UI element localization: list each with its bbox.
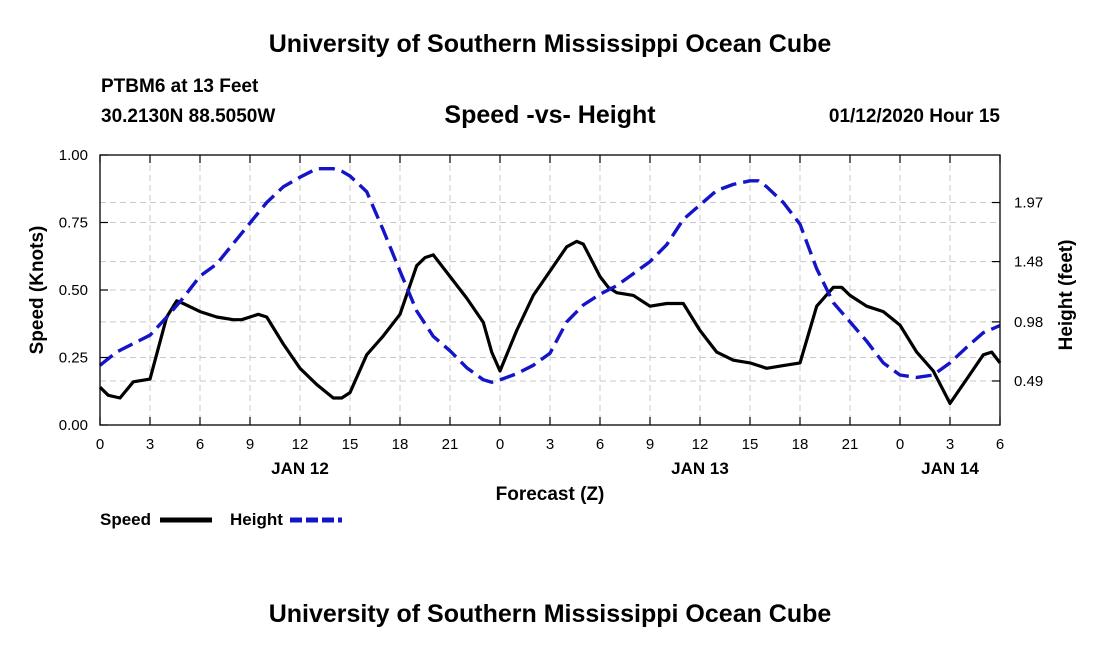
y-tick-label: 1.00 [59,147,88,164]
y2-tick-label: 1.48 [1014,254,1043,271]
x-tick-label: 18 [792,436,809,453]
y-tick-label: 0.25 [59,350,88,367]
y-axis-title: Speed (Knots) [27,226,48,355]
y2-tick-label: 1.97 [1014,195,1043,212]
series-line-height [98,166,1001,384]
y-tick-label: 0.50 [59,282,88,299]
x-tick-label: 12 [292,436,309,453]
x-tick-label: 3 [546,436,554,453]
y2-tick-label: 0.49 [1014,373,1043,390]
legend-label-height: Height [230,510,283,529]
y2-tick-label: 0.98 [1014,314,1043,331]
y-tick-label: 0.75 [59,215,88,232]
date-label: JAN 13 [671,459,729,478]
page-title: University of Southern Mississippi Ocean… [268,30,832,58]
x-tick-label: 0 [896,436,904,453]
series-line-speed [98,239,1002,405]
y-tick-label: 0.00 [59,417,88,434]
forecast-date-label: 01/12/2020 Hour 15 [828,106,1000,127]
date-label: JAN 12 [271,459,329,478]
x-tick-label: 6 [596,436,604,453]
coordinates-label: 30.2130N 88.5050W [101,106,276,127]
date-label: JAN 14 [921,459,979,478]
y2-axis-title: Height (feet) [1056,240,1077,351]
x-tick-label: 0 [496,436,504,453]
x-tick-label: 21 [842,436,859,453]
plot-title: Speed -vs- Height [444,101,656,129]
x-tick-label: 21 [442,436,459,453]
x-tick-label: 15 [342,436,359,453]
x-tick-label: 18 [392,436,409,453]
x-axis-title: Forecast (Z) [496,484,605,505]
x-tick-label: 0 [96,436,104,453]
x-tick-label: 6 [196,436,204,453]
legend: Speed Height [100,510,342,529]
x-tick-label: 6 [996,436,1004,453]
x-tick-label: 9 [646,436,654,453]
x-tick-label: 3 [946,436,954,453]
station-label: PTBM6 at 13 Feet [101,76,259,97]
footer-title: University of Southern Mississippi Ocean… [268,600,832,628]
x-tick-label: 15 [742,436,759,453]
x-tick-label: 9 [246,436,254,453]
x-tick-label: 3 [146,436,154,453]
legend-label-speed: Speed [100,510,151,529]
x-tick-label: 12 [692,436,709,453]
